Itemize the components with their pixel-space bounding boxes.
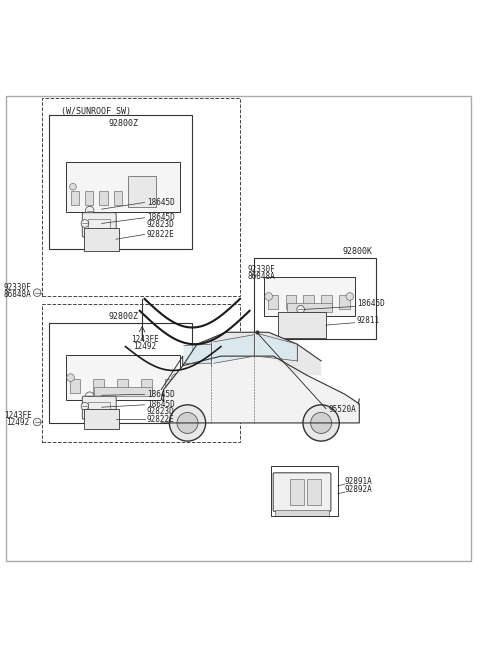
Text: 12492: 12492 — [6, 419, 29, 427]
Circle shape — [265, 293, 273, 300]
Bar — [85, 191, 94, 204]
Bar — [271, 466, 338, 516]
Bar — [165, 379, 176, 393]
Bar — [322, 295, 332, 309]
Circle shape — [346, 293, 354, 300]
Bar — [268, 295, 278, 309]
Text: 86848A: 86848A — [4, 290, 32, 299]
Bar — [49, 115, 192, 249]
Polygon shape — [214, 335, 254, 364]
Circle shape — [311, 413, 332, 434]
Bar — [254, 258, 376, 339]
Text: 1243FE: 1243FE — [4, 411, 32, 420]
Bar — [303, 295, 314, 309]
Text: (W/SUNROOF SW): (W/SUNROOF SW) — [61, 107, 131, 117]
Text: 92800Z: 92800Z — [108, 119, 138, 128]
Bar — [286, 295, 296, 309]
Bar — [278, 312, 326, 338]
Bar — [49, 323, 192, 423]
Text: 12492: 12492 — [133, 342, 156, 351]
Circle shape — [85, 392, 94, 400]
Text: 86848A: 86848A — [247, 272, 275, 281]
Bar — [117, 379, 128, 393]
Bar — [114, 191, 122, 204]
Bar — [339, 295, 350, 309]
Circle shape — [297, 305, 304, 313]
Bar — [66, 355, 180, 400]
Bar — [264, 277, 355, 316]
Text: 92822E: 92822E — [147, 415, 175, 424]
Bar — [94, 379, 104, 393]
Circle shape — [303, 405, 339, 441]
Bar — [84, 228, 119, 251]
Text: 18645D: 18645D — [147, 214, 175, 222]
Circle shape — [177, 413, 198, 434]
Polygon shape — [183, 332, 321, 375]
Circle shape — [81, 402, 89, 410]
Text: 92811: 92811 — [357, 316, 380, 325]
FancyBboxPatch shape — [82, 213, 116, 237]
Bar — [141, 379, 152, 393]
FancyBboxPatch shape — [82, 396, 116, 419]
Text: 92330F: 92330F — [247, 265, 275, 274]
Bar — [42, 98, 240, 297]
Polygon shape — [257, 333, 297, 361]
Circle shape — [85, 206, 94, 215]
Bar — [99, 191, 108, 204]
Text: 92800K: 92800K — [343, 246, 372, 255]
Circle shape — [34, 289, 41, 297]
Bar — [95, 387, 152, 396]
Bar — [71, 191, 79, 204]
Bar — [290, 479, 304, 505]
Text: 92823D: 92823D — [147, 220, 175, 229]
Circle shape — [172, 374, 180, 381]
Text: 92800Z: 92800Z — [108, 312, 138, 320]
Circle shape — [34, 418, 41, 426]
Bar — [70, 379, 80, 393]
Text: 1243FE: 1243FE — [131, 335, 159, 344]
Bar — [88, 402, 110, 413]
Text: 92823D: 92823D — [147, 407, 175, 416]
Text: 18645D: 18645D — [357, 299, 384, 308]
FancyBboxPatch shape — [273, 473, 331, 512]
Text: 92892A: 92892A — [345, 485, 373, 494]
Polygon shape — [184, 345, 211, 364]
Text: 92822E: 92822E — [147, 230, 175, 239]
Polygon shape — [161, 356, 360, 423]
Bar — [307, 479, 321, 505]
Bar — [88, 219, 110, 231]
Circle shape — [81, 219, 89, 227]
Bar — [275, 510, 329, 515]
Circle shape — [70, 183, 76, 190]
Bar — [84, 409, 119, 429]
Text: 92330F: 92330F — [4, 283, 32, 292]
Text: 18645D: 18645D — [147, 390, 175, 399]
Circle shape — [169, 405, 205, 441]
Bar — [287, 303, 332, 312]
Circle shape — [67, 374, 74, 381]
Bar — [42, 304, 240, 442]
Bar — [128, 176, 156, 207]
Text: 18645D: 18645D — [147, 198, 175, 207]
Text: 92891A: 92891A — [345, 477, 373, 486]
Bar — [66, 162, 180, 212]
Text: 18645D: 18645D — [147, 400, 175, 409]
Text: 95520A: 95520A — [328, 405, 356, 415]
